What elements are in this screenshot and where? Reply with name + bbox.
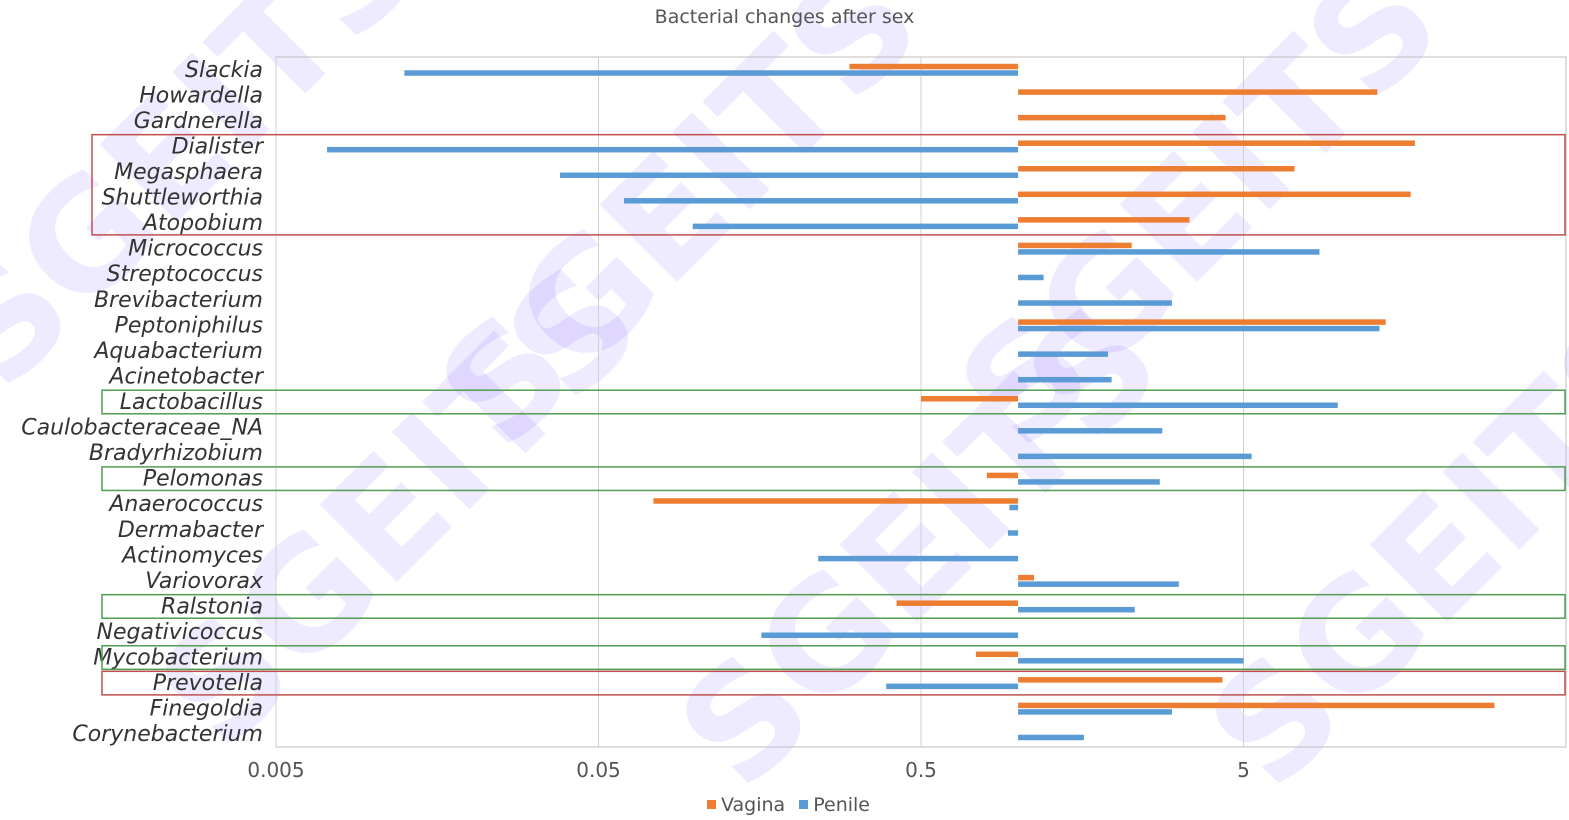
category-label: Howardella: [139, 83, 263, 108]
x-tick-label: 0.5: [905, 758, 937, 782]
category-label: Anaerococcus: [107, 492, 263, 517]
highlight-box: [101, 593, 1566, 619]
bar-vagina: [1018, 574, 1034, 581]
category-label: Caulobacteraceae_NA: [21, 416, 263, 441]
bar-vagina: [1018, 191, 1411, 198]
bar-penile: [1018, 300, 1172, 306]
category-label: Lactobacillus: [120, 390, 263, 415]
bar-penile: [624, 198, 1019, 204]
bar-penile: [886, 683, 1019, 690]
bar-vagina: [1018, 677, 1223, 683]
bar-penile: [404, 70, 1019, 76]
legend: Vagina Penile: [0, 794, 1569, 816]
category-label: Micrococcus: [128, 237, 263, 262]
category-label: Atopobium: [141, 211, 263, 236]
chart-title: Bacterial changes after sex: [654, 6, 915, 28]
highlight-box: [101, 645, 1566, 671]
bar-penile: [1007, 530, 1019, 536]
bar-penile: [1009, 504, 1019, 511]
bar-penile: [327, 146, 1019, 153]
bar-vagina: [1018, 114, 1226, 121]
bar-penile: [1018, 402, 1338, 408]
bar-penile: [1018, 428, 1163, 434]
category-label: Slackia: [185, 58, 263, 83]
bar-vagina: [921, 396, 1019, 402]
category-label: Ralstonia: [161, 594, 263, 619]
bar-vagina: [1018, 319, 1386, 325]
bar-penile: [1018, 376, 1112, 383]
highlight-box: [91, 133, 1566, 236]
category-label: Pelomonas: [143, 467, 263, 492]
bar-penile: [1018, 734, 1084, 741]
category-label: Actinomyces: [120, 543, 263, 568]
bar-penile: [1018, 453, 1252, 460]
bar-vagina: [1018, 217, 1190, 223]
category-label: Brevibacterium: [94, 288, 263, 313]
bar-penile: [1018, 274, 1044, 281]
category-label: Variovorax: [145, 569, 264, 594]
category-label: Peptoniphilus: [115, 313, 263, 338]
legend-swatch-penile: [799, 800, 809, 809]
highlight-box: [101, 466, 1566, 492]
category-label: Dermabacter: [118, 518, 265, 543]
bar-vagina: [986, 472, 1019, 479]
bar-penile: [1018, 479, 1160, 485]
bar-penile: [818, 555, 1019, 562]
bar-penile: [560, 172, 1019, 178]
legend-label-penile: Penile: [813, 794, 870, 816]
bar-penile: [761, 632, 1019, 638]
bar-penile: [1018, 325, 1380, 332]
category-label: Gardnerella: [134, 109, 263, 134]
highlight-box: [101, 670, 1566, 696]
x-tick-label: 0.05: [576, 758, 621, 782]
bar-vagina: [1018, 140, 1415, 146]
bar-penile: [1018, 606, 1135, 613]
bar-penile: [1018, 581, 1179, 587]
category-label: Negativicoccus: [97, 620, 263, 645]
category-label: Finegoldia: [150, 697, 263, 722]
category-label: Dialister: [172, 134, 265, 159]
bar-penile: [1018, 709, 1172, 715]
bar-vagina: [1018, 242, 1132, 249]
category-label: Bradyrhizobium: [89, 441, 263, 466]
highlight-box: [101, 389, 1566, 415]
category-label: Acinetobacter: [107, 364, 265, 389]
legend-swatch-vagina: [706, 800, 716, 809]
bar-penile: [1018, 351, 1108, 357]
category-label: Aquabacterium: [92, 339, 263, 364]
category-label: Corynebacterium: [72, 722, 263, 747]
bar-vagina: [896, 600, 1019, 606]
category-label: Megasphaera: [114, 160, 263, 185]
bar-vagina: [1018, 89, 1378, 95]
category-label: Shuttleworthia: [102, 186, 263, 211]
bar-vagina: [653, 498, 1019, 504]
legend-label-vagina: Vagina: [720, 794, 786, 816]
x-tick-label: 5: [1237, 758, 1250, 782]
bar-vagina: [975, 651, 1019, 658]
bar-vagina: [849, 63, 1019, 70]
bar-penile: [1018, 658, 1244, 664]
bar-penile: [1018, 249, 1320, 255]
x-tick-label: 0.005: [247, 758, 304, 782]
bar-penile: [692, 223, 1019, 230]
category-label: Mycobacterium: [93, 646, 263, 671]
category-label: Prevotella: [153, 671, 263, 696]
bar-vagina: [1018, 166, 1295, 172]
bar-vagina: [1018, 702, 1495, 709]
category-label: Streptococcus: [107, 262, 263, 287]
